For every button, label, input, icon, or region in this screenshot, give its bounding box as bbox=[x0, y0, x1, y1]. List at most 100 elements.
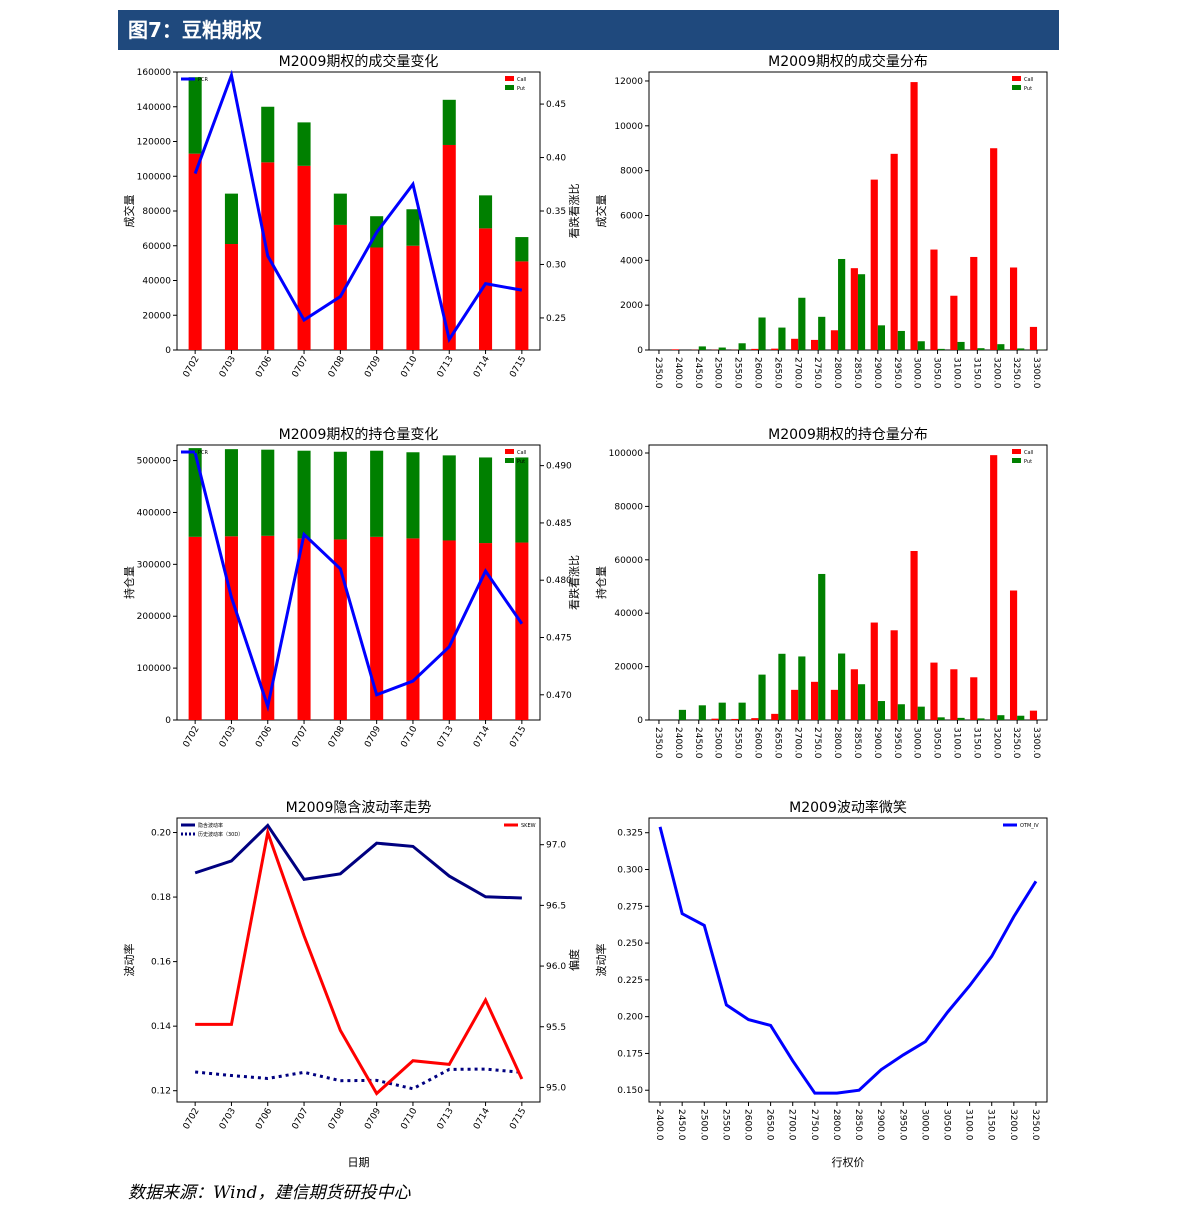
y-tick-label: 0.20 bbox=[151, 829, 171, 839]
x-tick-label: 2800.0 bbox=[831, 1109, 841, 1141]
y2-tick-label: 0.35 bbox=[546, 207, 566, 217]
bar-call bbox=[261, 535, 275, 720]
y-tick-label: 100000 bbox=[137, 664, 172, 674]
bar-call bbox=[731, 718, 739, 720]
bar-put bbox=[897, 330, 905, 350]
bar-put bbox=[188, 448, 202, 537]
bar-call bbox=[711, 718, 719, 720]
implied-volatility-trend-chart: M2009隐含波动率走势 0.12 0.14 0.16 0.18 0.20 波动率 95.0 9… bbox=[122, 799, 581, 1169]
bar-put bbox=[678, 709, 687, 720]
bar-put bbox=[698, 346, 706, 350]
y-tick-label: 120000 bbox=[137, 138, 172, 148]
y2-tick-label: 0.475 bbox=[546, 634, 572, 644]
y2-tick-label: 0.470 bbox=[546, 691, 572, 701]
bar-put bbox=[758, 674, 766, 720]
bar-put bbox=[1017, 348, 1025, 350]
series-line bbox=[658, 826, 1038, 1095]
bar-call bbox=[771, 348, 779, 350]
x-tick-label: 2700.0 bbox=[787, 1109, 797, 1141]
bar-put bbox=[718, 702, 726, 720]
x-tick-label: 3200.0 bbox=[1008, 1109, 1018, 1141]
legend-swatch bbox=[505, 85, 514, 90]
legend-label: Call bbox=[517, 77, 526, 83]
bar-put bbox=[937, 717, 945, 720]
x-tick-label: 2750.0 bbox=[809, 1109, 819, 1141]
legend-label: Put bbox=[517, 86, 525, 92]
bar-put bbox=[997, 344, 1005, 350]
legend-label: Put bbox=[1024, 86, 1032, 92]
x-tick-label: 0703 bbox=[218, 355, 238, 380]
bar-put bbox=[818, 573, 826, 720]
x-tick-label: 0710 bbox=[399, 1106, 419, 1131]
y-axis-label: 持仓量 bbox=[122, 566, 136, 599]
x-tick-label: 2450.0 bbox=[676, 1109, 686, 1141]
y-tick-label: 6000 bbox=[620, 211, 643, 221]
bar-call bbox=[224, 244, 238, 350]
x-tick-label: 2900.0 bbox=[872, 727, 882, 759]
x-tick-label: 2500.0 bbox=[698, 1109, 708, 1141]
legend-swatch bbox=[1012, 458, 1021, 463]
x-tick-label: 0703 bbox=[218, 725, 238, 750]
x-tick-label: 0710 bbox=[399, 354, 419, 379]
bar-call bbox=[1029, 326, 1038, 350]
x-tick-label: 3150.0 bbox=[971, 357, 981, 389]
x-tick-label: 2950.0 bbox=[892, 727, 902, 759]
x-tick-label: 3000.0 bbox=[912, 357, 922, 389]
bar-call bbox=[810, 339, 819, 350]
y-tick-label: 10000 bbox=[614, 122, 643, 132]
pcr-line bbox=[193, 69, 523, 344]
x-tick-label: 0713 bbox=[436, 1107, 456, 1132]
y2-axis-label: 偏度 bbox=[567, 949, 581, 971]
volatility-smile-chart: M2009波动率微笑 0.150 0.175 0.200 0.225 0.250 0.275… bbox=[595, 799, 1048, 1169]
legend-swatch bbox=[505, 449, 514, 454]
bar-call bbox=[791, 338, 799, 350]
x-tick-label: 0714 bbox=[472, 1106, 492, 1131]
y2-tick-label: 0.485 bbox=[546, 519, 572, 529]
y-tick-label: 60000 bbox=[142, 242, 171, 252]
x-tick-label: 2500.0 bbox=[713, 357, 723, 389]
x-tick-label: 0707 bbox=[291, 725, 311, 750]
y-axis-label: 成交量 bbox=[122, 195, 136, 228]
bar-put bbox=[778, 327, 786, 350]
y-tick-label: 0.225 bbox=[617, 976, 643, 986]
bar-put bbox=[1017, 715, 1025, 720]
x-tick-label: 0709 bbox=[363, 724, 383, 749]
y-tick-label: 200000 bbox=[137, 612, 172, 622]
x-tick-label: 2450.0 bbox=[693, 727, 703, 759]
x-tick-label: 2650.0 bbox=[765, 1109, 775, 1141]
y-tick-label: 500000 bbox=[137, 457, 172, 467]
bar-call bbox=[515, 542, 529, 720]
plot-frame bbox=[176, 444, 541, 721]
bar-put bbox=[758, 317, 766, 350]
x-tick-label: 2350.0 bbox=[653, 357, 663, 389]
y-axis-label: 波动率 bbox=[595, 944, 608, 977]
y-tick-label: 80000 bbox=[614, 502, 643, 512]
y2-tick-label: 95.5 bbox=[546, 1023, 566, 1033]
y-tick-label: 0.14 bbox=[151, 1022, 171, 1032]
x-tick-label: 2600.0 bbox=[752, 357, 762, 389]
bar-call bbox=[442, 144, 456, 350]
bar-put bbox=[718, 347, 726, 350]
volume-change-chart: M2009期权的成交量变化 0 20000 40000 60000 80000 100000… bbox=[122, 53, 581, 380]
y-tick-label: 0.250 bbox=[617, 939, 643, 949]
x-tick-label: 2750.0 bbox=[812, 357, 822, 389]
bar-put bbox=[798, 656, 806, 720]
bar-put bbox=[838, 653, 846, 720]
x-tick-label: 3150.0 bbox=[986, 1109, 996, 1141]
y2-tick-label: 97.0 bbox=[546, 841, 566, 851]
bar-put bbox=[917, 706, 925, 720]
x-tick-label: 0715 bbox=[508, 1107, 528, 1132]
bar-call bbox=[1029, 710, 1038, 720]
y-tick-label: 20000 bbox=[614, 663, 643, 673]
x-tick-label: 2650.0 bbox=[772, 727, 782, 759]
bar-put bbox=[297, 450, 311, 539]
bar-call bbox=[791, 689, 799, 720]
y2-tick-label: 0.25 bbox=[546, 314, 566, 324]
bar-put bbox=[333, 193, 347, 225]
chart-title: M2009隐含波动率走势 bbox=[286, 799, 432, 816]
x-tick-label: 2850.0 bbox=[852, 357, 862, 389]
x-tick-label: 2750.0 bbox=[812, 727, 822, 759]
bar-call bbox=[810, 681, 819, 720]
bar-call bbox=[970, 256, 978, 350]
x-tick-label: 3000.0 bbox=[919, 1109, 929, 1141]
